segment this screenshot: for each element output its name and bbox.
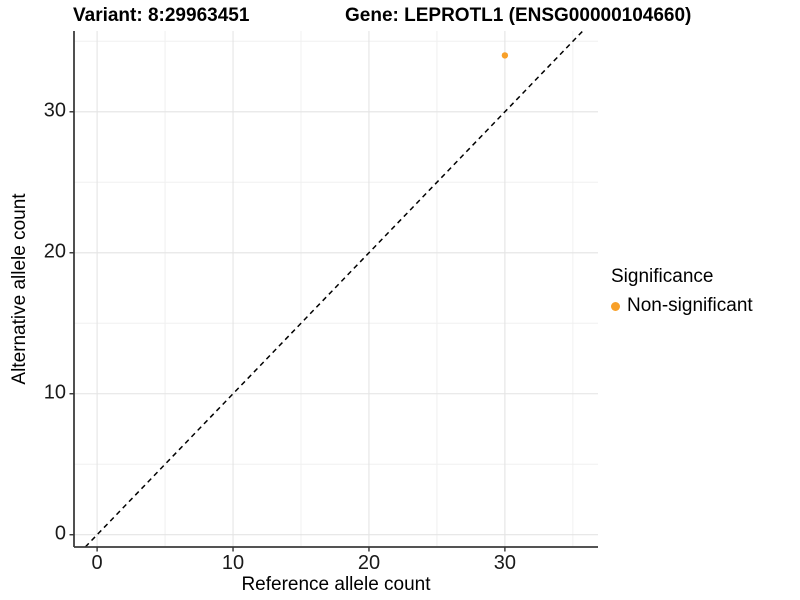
- identity-line: [84, 30, 584, 548]
- y-tick-label: 20: [43, 240, 66, 263]
- legend-items: Non-significant: [611, 295, 753, 317]
- y-tick-label: 0: [54, 522, 66, 545]
- plot-panel: [69, 30, 598, 552]
- legend-key-dot-icon: [611, 301, 620, 311]
- x-tick-label: 0: [91, 552, 103, 574]
- legend-item-label: Non-significant: [627, 295, 753, 316]
- y-tick-label: 30: [43, 99, 66, 122]
- y-tick-label: 10: [43, 381, 66, 404]
- legend-title: Significance: [611, 266, 714, 287]
- legend: Significance Non-significant: [611, 266, 753, 317]
- x-tick-label: 20: [357, 552, 381, 574]
- data-point: [501, 52, 509, 59]
- variant-title: Variant: 8:29963451: [73, 5, 250, 26]
- y-axis-title: Alternative allele count: [9, 193, 30, 385]
- y-axis-tick-labels: 0 10 20 30: [0, 31, 66, 547]
- x-tick-label: 30: [493, 552, 516, 574]
- plot-canvas: [69, 30, 598, 552]
- x-axis-tick-labels: 0 10 20 30: [74, 552, 598, 576]
- legend-item: Non-significant: [611, 295, 753, 317]
- x-axis-title: Reference allele count: [241, 574, 431, 595]
- gene-title: Gene: LEPROTL1 (ENSG00000104660): [345, 5, 692, 26]
- x-tick-label: 10: [221, 552, 245, 574]
